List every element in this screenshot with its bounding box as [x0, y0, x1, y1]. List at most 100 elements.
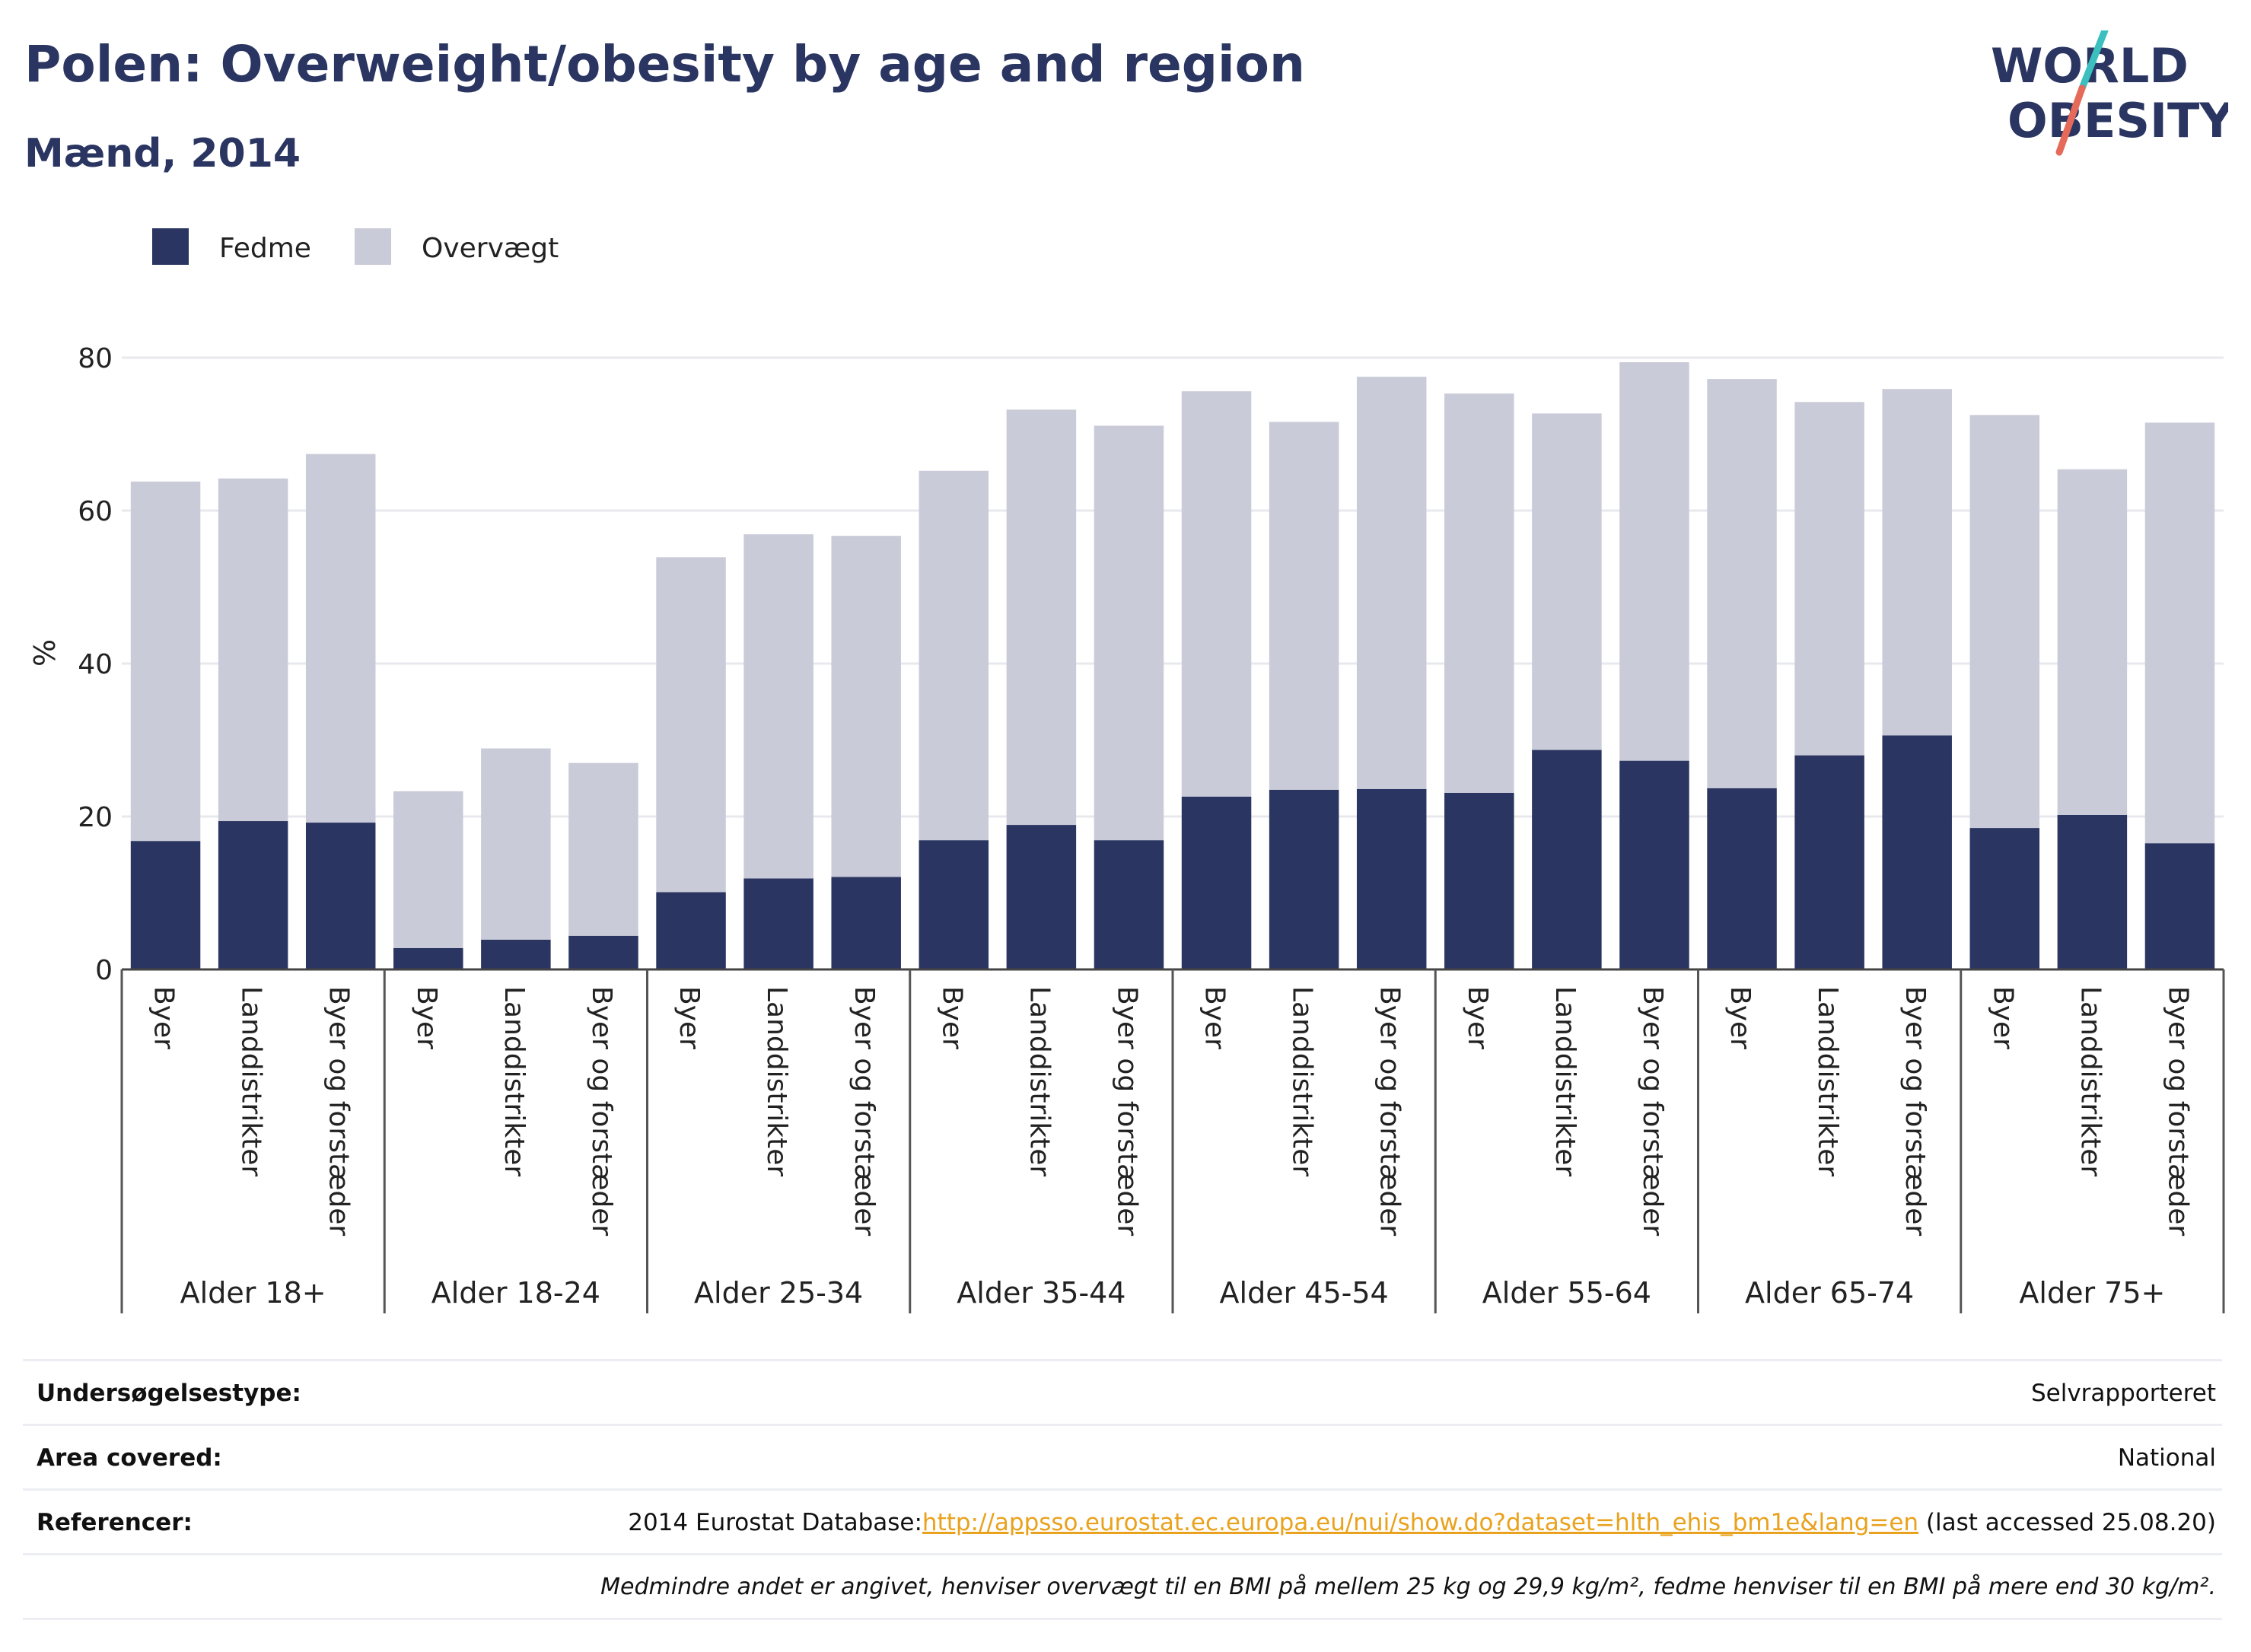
x-tick-label: Byer	[936, 986, 967, 1049]
references-label: Referencer:	[37, 1509, 193, 1536]
x-tick-label: Byer	[1724, 986, 1756, 1049]
bar-overvaegt	[919, 470, 989, 841]
group-label: Alder 35-44	[957, 1276, 1126, 1310]
x-tick-label: Byer	[1199, 986, 1231, 1049]
group-label: Alder 75+	[2019, 1276, 2165, 1310]
world-obesity-logo: WORLD OBESITY	[1991, 30, 2228, 156]
x-tick-label: Byer og forstæder	[2162, 986, 2193, 1236]
bar-fedme	[743, 878, 813, 969]
bar-fedme	[1882, 735, 1952, 969]
survey-type-value: Selvrapporteret	[2030, 1380, 2216, 1407]
bar-fedme	[1094, 840, 1164, 969]
y-tick-label: 0	[95, 955, 113, 986]
legend-swatch-overvaegt	[355, 228, 391, 265]
x-tick-label: Landdistrikter	[1024, 986, 1055, 1176]
x-tick-label: Landdistrikter	[236, 986, 267, 1176]
bars	[130, 362, 2215, 969]
x-tick-label: Byer	[1987, 986, 2018, 1049]
legend-label-overvaegt: Overvægt	[422, 233, 559, 264]
logo-slash-teal	[2078, 30, 2109, 92]
bar-overvaegt	[1356, 377, 1427, 789]
bar-overvaegt	[831, 536, 901, 877]
x-tick-label: Landdistrikter	[1549, 986, 1581, 1176]
bar-fedme	[393, 947, 463, 969]
bar-fedme	[919, 840, 989, 969]
group-label: Alder 18+	[180, 1276, 326, 1310]
x-axis: Byer Landdistrikter Byer og forstæder Byer L…	[120, 968, 2225, 1313]
bar-fedme	[1794, 755, 1864, 969]
bar-overvaegt	[1181, 391, 1252, 797]
info-row-note: Medmindre andet er angivet, henviser ove…	[23, 1553, 2222, 1620]
bar-overvaegt	[1444, 393, 1514, 793]
bar-overvaegt	[218, 478, 288, 822]
y-axis-label: %	[28, 639, 62, 667]
bar-chart: Fedme Overvægt % 0 20 40 60 80 Byer Landdistr…	[28, 228, 2225, 1313]
bar-fedme	[218, 821, 288, 969]
bar-fedme	[481, 939, 551, 969]
x-tick-label: Landdistrikter	[498, 986, 530, 1176]
bar-fedme	[1969, 828, 2040, 969]
y-tick-label: 20	[78, 802, 113, 833]
x-tick-label: Landdistrikter	[761, 986, 792, 1176]
area-value: National	[2117, 1444, 2216, 1472]
bar-fedme	[130, 841, 201, 969]
x-tick-label: Byer og forstæder	[1111, 986, 1142, 1236]
info-table: Undersøgelsestype: Selvrapporteret Area …	[23, 1359, 2222, 1620]
y-axis-ticks: 0 20 40 60 80	[78, 343, 113, 986]
references-link[interactable]: http://appsso.eurostat.ec.europa.eu/nui/…	[922, 1509, 1919, 1536]
bar-overvaegt	[130, 481, 201, 842]
x-tick-label: Byer og forstæder	[1899, 986, 1931, 1236]
bar-fedme	[305, 823, 376, 969]
references-suffix: (last accessed 25.08.20)	[1918, 1509, 2216, 1536]
legend: Fedme Overvægt	[152, 228, 559, 265]
y-tick-label: 60	[78, 496, 113, 527]
legend-swatch-fedme	[152, 228, 189, 265]
bar-fedme	[1181, 796, 1252, 969]
bar-overvaegt	[1882, 389, 1952, 736]
bmi-note: Medmindre andet er angivet, henviser ove…	[600, 1574, 2216, 1600]
bar-overvaegt	[1619, 362, 1689, 761]
bar-overvaegt	[1794, 402, 1864, 756]
bar-fedme	[1356, 788, 1427, 969]
x-tick-label: Byer	[1462, 986, 1493, 1049]
bar-fedme	[656, 892, 726, 969]
bar-overvaegt	[1006, 409, 1077, 826]
chart-subtitle: Mænd, 2014	[24, 131, 301, 177]
group-label: Alder 25-34	[694, 1276, 863, 1310]
x-tick-label: Byer og forstæder	[1374, 986, 1406, 1236]
references-value: 2014 Eurostat Database:http://appsso.eur…	[628, 1509, 2216, 1536]
bar-overvaegt	[743, 534, 813, 879]
x-tick-label: Byer	[411, 986, 442, 1049]
bar-overvaegt	[1532, 413, 1602, 750]
y-tick-label: 80	[78, 343, 113, 374]
x-tick-label: Byer og forstæder	[849, 986, 880, 1236]
bar-overvaegt	[481, 748, 551, 940]
x-tick-label: Byer og forstæder	[323, 986, 355, 1236]
chart-title: Polen: Overweight/obesity by age and reg…	[24, 35, 1305, 94]
x-tick-label: Landdistrikter	[1287, 986, 1318, 1176]
group-label: Alder 18-24	[431, 1276, 600, 1310]
bar-fedme	[2057, 814, 2128, 969]
group-label: Alder 55-64	[1482, 1276, 1651, 1310]
info-row-references: Referencer: 2014 Eurostat Database:http:…	[23, 1488, 2222, 1553]
bar-overvaegt	[393, 791, 463, 948]
info-row-survey-type: Undersøgelsestype: Selvrapporteret	[23, 1359, 2222, 1424]
bar-fedme	[1619, 760, 1689, 969]
bar-overvaegt	[305, 454, 376, 823]
bar-overvaegt	[2144, 422, 2215, 844]
x-tick-label: Byer og forstæder	[1637, 986, 1668, 1236]
bar-fedme	[568, 935, 638, 969]
area-label: Area covered:	[37, 1444, 222, 1472]
y-tick-label: 40	[78, 649, 113, 680]
bar-overvaegt	[1269, 422, 1339, 790]
logo-line-2: OBESITY	[2007, 93, 2228, 148]
group-label: Alder 65-74	[1745, 1276, 1914, 1310]
bar-fedme	[1269, 789, 1339, 969]
bar-overvaegt	[1969, 415, 2040, 829]
bar-fedme	[1707, 788, 1777, 969]
x-tick-label: Byer	[673, 986, 705, 1049]
x-tick-label: Landdistrikter	[1812, 986, 1843, 1176]
references-prefix: 2014 Eurostat Database:	[628, 1509, 922, 1536]
x-tick-label: Byer og forstæder	[586, 986, 617, 1236]
logo-slash-coral	[2055, 84, 2086, 156]
